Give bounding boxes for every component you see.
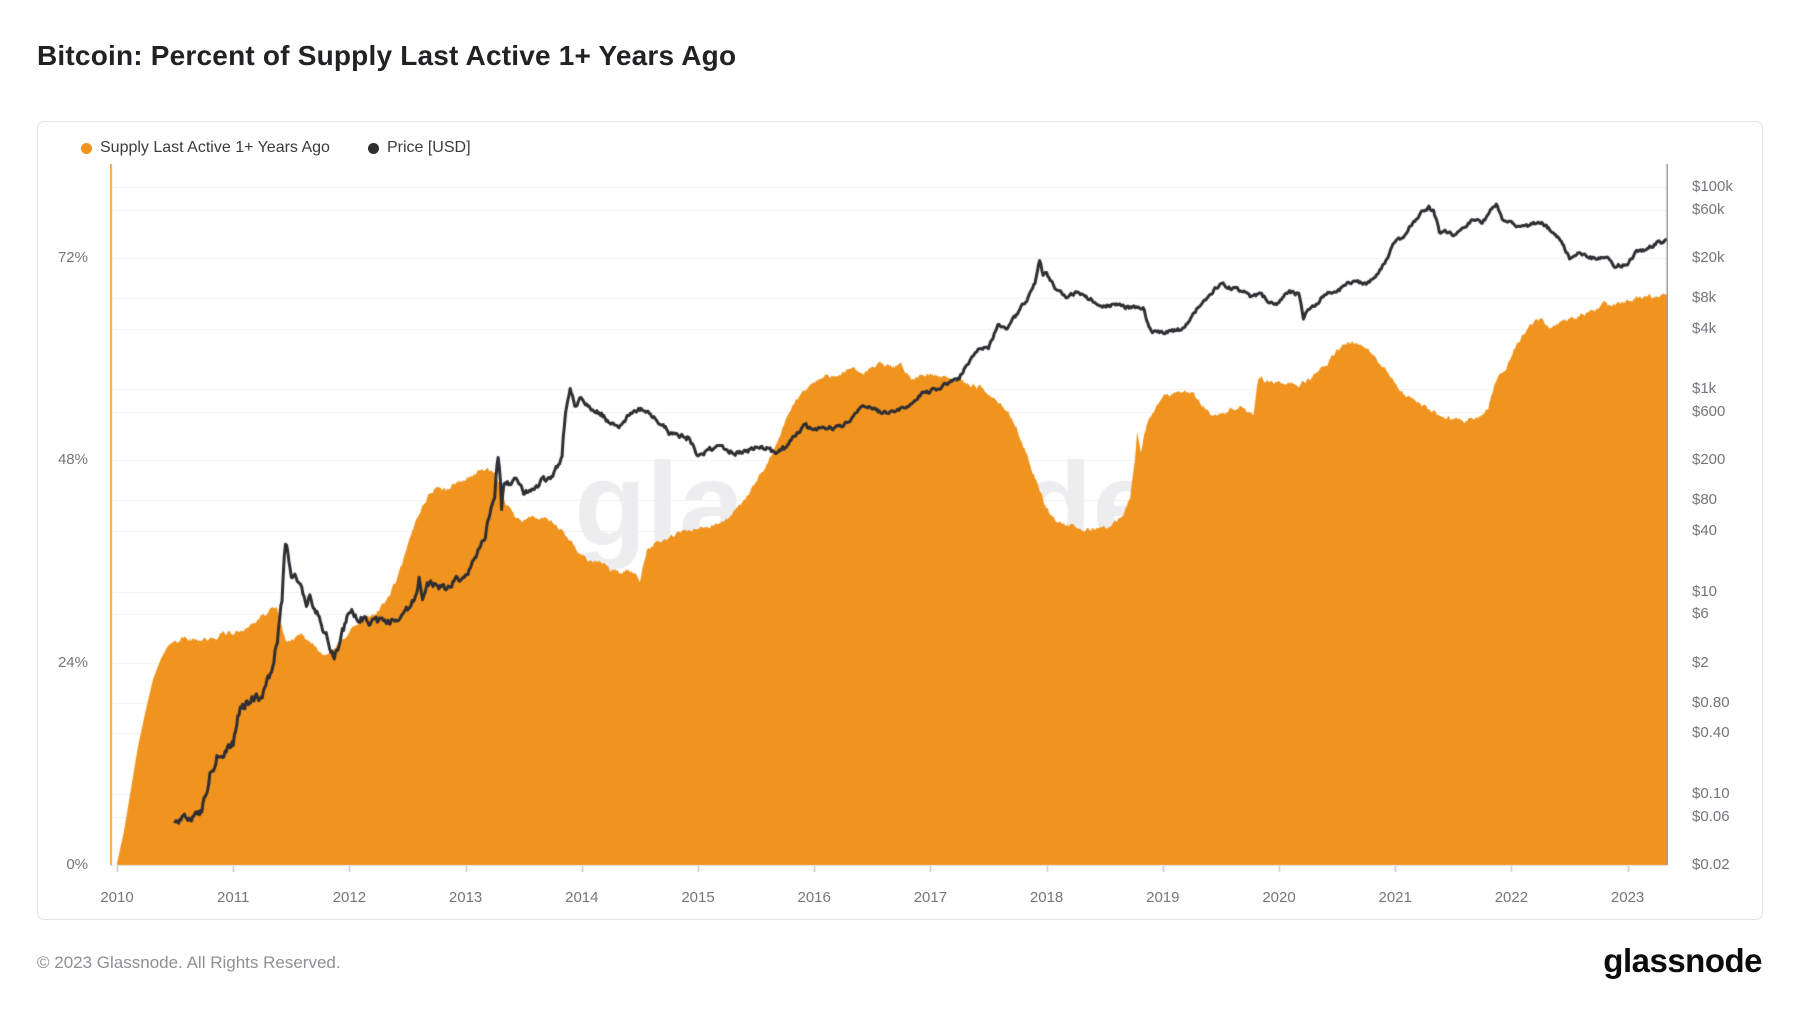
y-axis-right-tick-label: $100k <box>1692 178 1733 196</box>
chart-legend: Supply Last Active 1+ Years Ago Price [U… <box>81 139 471 157</box>
y-axis-right-tick-label: $200 <box>1692 451 1726 469</box>
y-axis-right-tick-label: $20k <box>1692 248 1725 266</box>
y-axis-left-tick-label: 24% <box>57 653 88 671</box>
x-axis-year-label: 2018 <box>1029 889 1064 906</box>
y-axis-left-tick-label: 0% <box>66 856 88 873</box>
legend-item-price[interactable]: Price [USD] <box>367 139 471 157</box>
y-axis-right-tick-label: $80 <box>1692 491 1718 509</box>
x-axis-year-label: 2010 <box>100 889 134 906</box>
y-axis-right-tick-label: $8k <box>1692 289 1717 307</box>
glassnode-logo: glassnode <box>1603 942 1762 979</box>
y-axis-left-tick-label: 72% <box>57 248 88 266</box>
y-axis-right-tick-label: $0.10 <box>1692 785 1730 803</box>
x-axis-year-label: 2021 <box>1378 889 1412 906</box>
y-axis-right-tick-label: $1k <box>1692 380 1717 398</box>
y-axis-right-tick-label: $60k <box>1692 200 1725 218</box>
x-axis-year-label: 2017 <box>913 889 948 906</box>
y-axis-right-tick-label: $40 <box>1692 521 1718 539</box>
price-series-dot-icon <box>367 142 379 154</box>
x-axis-year-label: 2023 <box>1610 889 1645 906</box>
legend-label-supply: Supply Last Active 1+ Years Ago <box>100 139 330 156</box>
x-axis-year-label: 2011 <box>217 889 250 906</box>
y-axis-right-tick-label: $0.02 <box>1692 856 1730 873</box>
supply-series-dot-icon <box>81 142 92 154</box>
y-axis-right-tick-label: $4k <box>1692 319 1717 337</box>
x-axis-year-label: 2015 <box>681 889 715 906</box>
y-axis-right-tick-label: $2 <box>1692 653 1709 671</box>
x-axis-year-label: 2014 <box>565 889 599 906</box>
x-axis-year-label: 2012 <box>332 889 367 906</box>
x-axis-year-label: 2020 <box>1262 889 1296 906</box>
x-axis-year-label: 2019 <box>1146 889 1180 906</box>
x-axis-year-label: 2013 <box>448 889 483 906</box>
page-title: Bitcoin: Percent of Supply Last Active 1… <box>37 40 737 71</box>
copyright-text: © 2023 Glassnode. All Rights Reserved. <box>37 953 341 972</box>
legend-item-supply[interactable]: Supply Last Active 1+ Years Ago <box>81 139 330 157</box>
y-axis-right-tick-label: $0.80 <box>1692 693 1730 711</box>
y-axis-right-tick-label: $6 <box>1692 605 1709 623</box>
y-axis-left-tick-label: 48% <box>57 451 88 468</box>
y-axis-right-tick-label: $0.40 <box>1692 724 1730 742</box>
y-axis-right-tick-label: $0.06 <box>1692 807 1730 825</box>
x-axis-year-label: 2016 <box>797 889 831 906</box>
x-axis-year-label: 2022 <box>1494 889 1529 906</box>
chart-plot-area[interactable] <box>110 164 1668 872</box>
y-axis-right-tick-label: $10 <box>1692 582 1718 600</box>
y-axis-right-tick-label: $600 <box>1692 402 1726 420</box>
legend-label-price: Price [USD] <box>386 139 471 156</box>
